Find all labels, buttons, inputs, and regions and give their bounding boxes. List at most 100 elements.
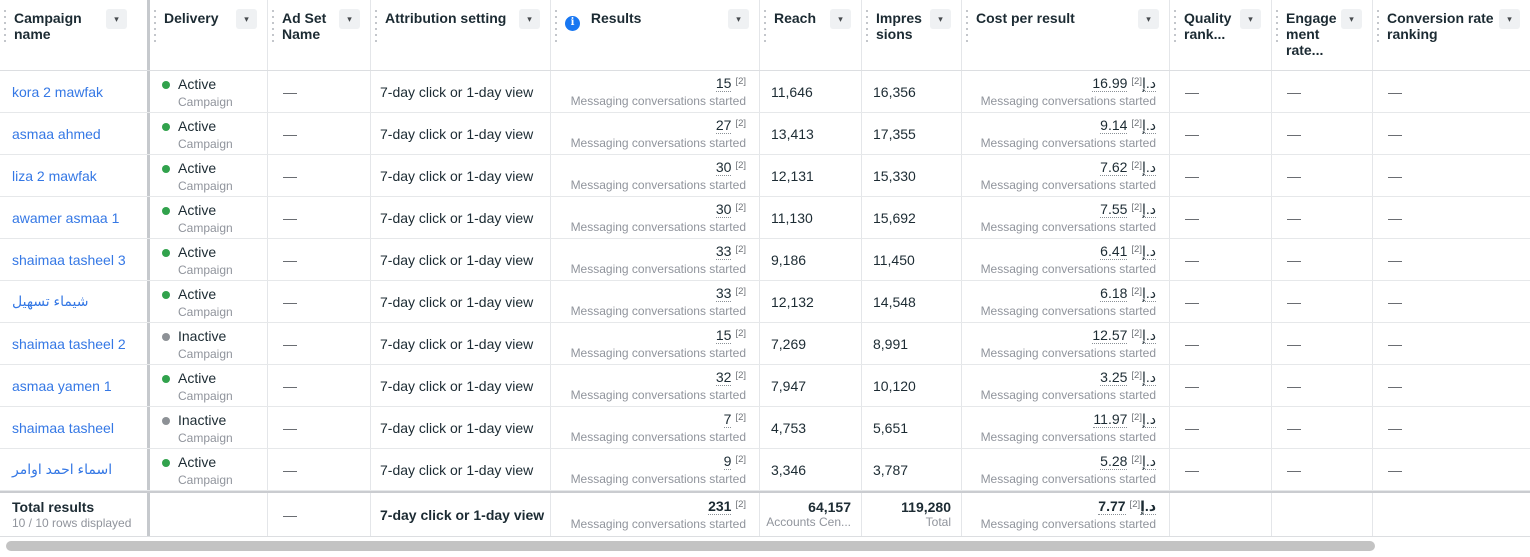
column-header-results[interactable]: i Results ▾ (551, 0, 760, 70)
column-menu-button[interactable]: ▾ (1499, 9, 1520, 29)
column-header-engagement-rate[interactable]: Engagement rate... ▾ (1272, 0, 1373, 70)
column-menu-button[interactable]: ▾ (1240, 9, 1261, 29)
reach-value: 9,186 (771, 251, 807, 268)
drag-handle-icon[interactable] (375, 10, 377, 44)
results-value[interactable]: 9 (723, 452, 732, 470)
drag-handle-icon[interactable] (764, 10, 766, 44)
campaign-name-link[interactable]: kora 2 mawfak (12, 83, 104, 100)
ad-set-name-cell: — (268, 407, 371, 448)
table-header-row: Campaign name ▾ Delivery ▾ Ad Set Name ▾… (0, 0, 1530, 71)
cost-per-result-cell: 6.18 د.إ[2] Messaging conversations start… (962, 281, 1170, 322)
horizontal-scrollbar[interactable] (6, 541, 1375, 551)
results-value[interactable]: 27 (715, 116, 732, 134)
drag-handle-icon[interactable] (1174, 10, 1176, 44)
column-menu-button[interactable]: ▾ (519, 9, 540, 29)
total-results-value[interactable]: 231 (708, 497, 732, 515)
column-menu-button[interactable]: ▾ (236, 9, 257, 29)
results-value[interactable]: 15 (715, 74, 732, 92)
cost-value[interactable]: 16.99 (1092, 74, 1128, 91)
column-header-delivery[interactable]: Delivery ▾ (150, 0, 268, 70)
column-menu-button[interactable]: ▾ (339, 9, 360, 29)
column-header-attribution-setting[interactable]: Attribution setting ▾ (371, 0, 551, 70)
drag-handle-icon[interactable] (4, 10, 6, 44)
column-header-ad-set-name[interactable]: Ad Set Name ▾ (268, 0, 371, 70)
column-menu-button[interactable]: ▾ (1138, 9, 1159, 29)
drag-handle-icon[interactable] (555, 10, 557, 44)
results-cell: 15 [2] Messaging conversations started (551, 323, 760, 364)
campaign-name-link[interactable]: liza 2 mawfak (12, 167, 97, 184)
campaign-name-link[interactable]: shaimaa tasheel 2 (12, 335, 126, 352)
column-menu-button[interactable]: ▾ (830, 9, 851, 29)
results-value[interactable]: 32 (715, 368, 732, 386)
empty-value: — (1287, 419, 1301, 436)
cost-value[interactable]: 5.28 (1100, 452, 1128, 469)
empty-value: — (1185, 293, 1199, 310)
results-value[interactable]: 33 (715, 242, 732, 260)
quality-ranking-cell: — (1170, 71, 1272, 112)
results-value[interactable]: 33 (715, 284, 732, 302)
results-value[interactable]: 30 (715, 200, 732, 218)
campaign-name-link[interactable]: awamer asmaa 1 (12, 209, 120, 226)
cost-value[interactable]: 6.41 (1100, 242, 1128, 259)
table-body: kora 2 mawfak Active Campaign — 7-day cl… (0, 71, 1530, 491)
currency-symbol: د.إ (1141, 200, 1156, 217)
empty-value: — (1388, 83, 1402, 100)
results-value[interactable]: 30 (715, 158, 732, 176)
column-header-impressions[interactable]: Impressions ▾ (862, 0, 962, 70)
reach-cell: 12,131 (760, 155, 862, 196)
footnote-marker: [2] (735, 285, 746, 297)
campaign-name-link[interactable]: اسماء احمد اوامر (12, 461, 113, 477)
drag-handle-icon[interactable] (966, 10, 968, 44)
cost-value[interactable]: 9.14 (1100, 116, 1128, 133)
campaign-name-link[interactable]: asmaa ahmed (12, 125, 101, 142)
quality-ranking-cell: — (1170, 365, 1272, 406)
column-menu-button[interactable]: ▾ (106, 9, 127, 29)
engagement-rate-cell: — (1272, 155, 1373, 196)
column-menu-button[interactable]: ▾ (728, 9, 749, 29)
totals-attribution-cell: 7-day click or 1-day view (371, 493, 551, 536)
column-header-conversion-rate-ranking[interactable]: Conversion rate ranking ▾ (1373, 0, 1530, 70)
empty-value: — (1185, 251, 1199, 268)
column-menu-button[interactable]: ▾ (930, 9, 951, 29)
drag-handle-icon[interactable] (154, 10, 156, 44)
cost-value[interactable]: 7.62 (1100, 158, 1128, 175)
results-cell: 33 [2] Messaging conversations started (551, 281, 760, 322)
column-header-reach[interactable]: Reach ▾ (760, 0, 862, 70)
footnote-marker: [2] (1131, 369, 1142, 381)
results-value[interactable]: 7 (723, 410, 732, 428)
ad-set-name-cell: — (268, 323, 371, 364)
totals-ad-set-cell: — (268, 493, 371, 536)
drag-handle-icon[interactable] (1377, 10, 1379, 44)
chevron-down-icon: ▾ (838, 13, 843, 24)
drag-handle-icon[interactable] (1276, 10, 1278, 44)
campaign-name-link[interactable]: shaimaa tasheel (12, 419, 114, 436)
campaign-name-link[interactable]: asmaa yamen 1 (12, 377, 112, 394)
column-header-campaign-name[interactable]: Campaign name ▾ (0, 0, 150, 70)
delivery-status: Active (178, 160, 217, 176)
chevron-down-icon: ▾ (1146, 13, 1151, 24)
campaign-name-cell: shaimaa tasheel 2 (0, 323, 150, 364)
cost-value[interactable]: 11.97 (1093, 410, 1128, 427)
cost-value[interactable]: 6.18 (1100, 284, 1128, 301)
empty-value: — (283, 125, 297, 142)
campaign-name-link[interactable]: شيماء تسهيل (12, 293, 89, 309)
info-icon[interactable]: i (565, 15, 580, 31)
delivery-status-dot (162, 165, 170, 173)
campaign-name-cell: shaimaa tasheel 3 (0, 239, 150, 280)
total-cost-value[interactable]: 7.77 (1098, 497, 1126, 514)
engagement-rate-cell: — (1272, 365, 1373, 406)
results-value[interactable]: 15 (715, 326, 732, 344)
results-cell: 15 [2] Messaging conversations started (551, 71, 760, 112)
drag-handle-icon[interactable] (272, 10, 274, 44)
delivery-level: Campaign (178, 221, 233, 235)
empty-value: — (1388, 293, 1402, 310)
cost-value[interactable]: 7.55 (1100, 200, 1128, 217)
cost-value[interactable]: 12.57 (1092, 326, 1128, 343)
column-header-cost-per-result[interactable]: Cost per result ▾ (962, 0, 1170, 70)
drag-handle-icon[interactable] (866, 10, 868, 44)
column-menu-button[interactable]: ▾ (1341, 9, 1362, 29)
cost-value[interactable]: 3.25 (1100, 368, 1128, 385)
column-header-quality-ranking[interactable]: Quality rank... ▾ (1170, 0, 1272, 70)
campaign-name-link[interactable]: shaimaa tasheel 3 (12, 251, 126, 268)
result-type: Messaging conversations started (570, 135, 746, 150)
